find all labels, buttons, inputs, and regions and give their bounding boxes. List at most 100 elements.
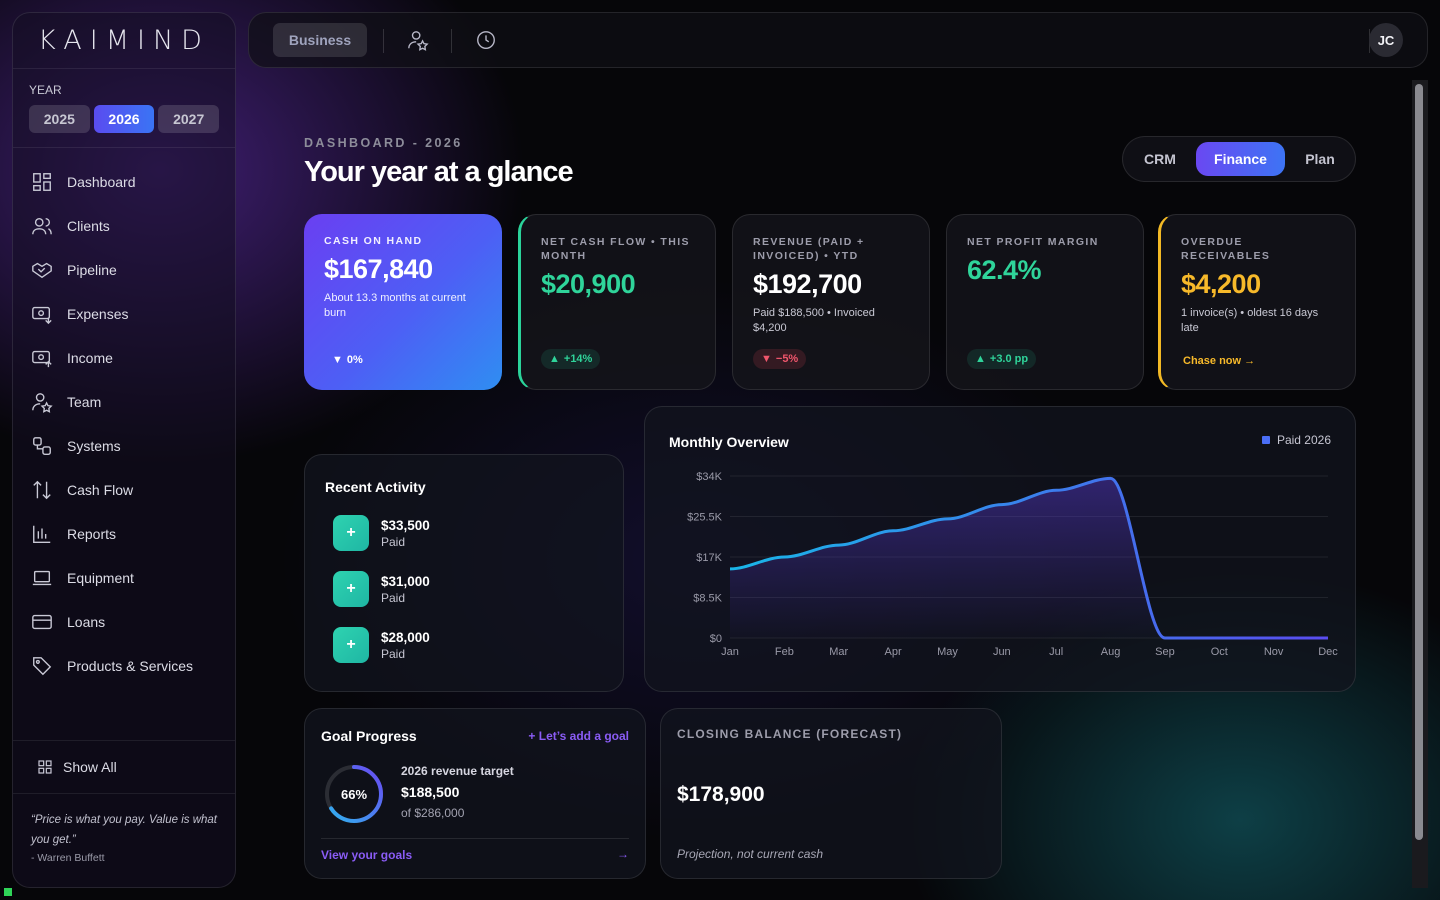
sidebar-item-pipeline[interactable]: Pipeline — [13, 248, 235, 292]
tab-crm[interactable]: CRM — [1144, 151, 1176, 167]
series-area — [730, 478, 1328, 638]
activity-amount: $33,500 — [381, 517, 430, 533]
x-tick-label: Oct — [1211, 646, 1228, 658]
x-tick-label: Feb — [775, 646, 794, 658]
dashboard-icon — [33, 173, 51, 191]
sidebar-item-team[interactable]: Team — [13, 380, 235, 424]
sidebar-item-dashboard[interactable]: Dashboard — [13, 160, 235, 204]
income-icon — [32, 350, 52, 368]
goal-target-label: 2026 revenue target — [401, 764, 514, 778]
data-point-nov[interactable] — [1272, 636, 1276, 640]
team-star-button[interactable] — [407, 29, 429, 51]
business-button[interactable]: Business — [273, 23, 367, 57]
panel-title: Recent Activity — [325, 479, 426, 495]
legend-swatch — [1261, 436, 1270, 444]
year-button-2027[interactable]: 2027 — [158, 105, 220, 133]
sidebar-item-expenses[interactable]: Expenses — [13, 292, 235, 336]
sidebar-item-label: Clients — [67, 218, 110, 234]
data-point-mar[interactable] — [837, 543, 841, 547]
data-point-sep[interactable] — [1163, 636, 1167, 640]
activity-amount: $31,000 — [381, 573, 430, 589]
reports-icon — [33, 525, 51, 543]
sidebar-item-reports[interactable]: Reports — [13, 512, 235, 556]
up-arrow-icon: ▲ — [975, 353, 986, 365]
y-tick-label: $25.5K — [687, 512, 723, 524]
sidebar: KAIMIND YEAR 2025 2026 2027 Dashboard Cl… — [12, 12, 236, 888]
grid-icon — [38, 760, 52, 774]
delta-value: +14% — [563, 353, 593, 365]
add-goal-link[interactable]: + Let’s add a goal — [528, 729, 629, 743]
activity-amount: $28,000 — [381, 629, 430, 645]
sidebar-item-products-services[interactable]: Products & Services — [13, 644, 235, 688]
sidebar-item-loans[interactable]: Loans — [13, 600, 235, 644]
sidebar-item-label: Products & Services — [67, 658, 194, 674]
show-all-label: Show All — [63, 759, 117, 775]
recent-activity-panel: Recent Activity + $33,500 Paid + $31,000 P… — [304, 454, 624, 692]
data-point-aug[interactable] — [1109, 476, 1113, 480]
kpi-value: $20,900 — [541, 269, 636, 299]
list-item[interactable]: + $33,500 Paid — [333, 515, 430, 551]
quote: “Price is what you pay. Value is what yo… — [31, 810, 219, 864]
tab-finance[interactable]: Finance — [1196, 142, 1285, 176]
data-point-jul[interactable] — [1054, 488, 1058, 492]
legend-label: Paid 2026 — [1276, 433, 1331, 447]
monthly-overview-panel: Monthly Overview Paid 2026 $0 $8.5K $17K $2… — [644, 406, 1356, 692]
sidebar-item-label: Pipeline — [67, 262, 117, 278]
kpi-revenue[interactable]: REVENUE (PAID + INVOICED) • YTD $192,700… — [732, 214, 930, 390]
x-tick-label: Mar — [829, 646, 848, 658]
view-goals-link[interactable]: View your goals — [321, 848, 413, 862]
sidebar-item-cash-flow[interactable]: Cash Flow — [13, 468, 235, 512]
main-scrollbar[interactable] — [1412, 80, 1428, 888]
kpi-sub: 1 invoice(s) • oldest 16 days late — [1181, 307, 1319, 334]
kpi-label: CASH ON HAND — [324, 235, 423, 247]
list-item[interactable]: + $28,000 Paid — [333, 627, 430, 663]
closing-balance-panel: CLOSING BALANCE (FORECAST) $178,900 Proj… — [660, 708, 1002, 879]
sidebar-item-clients[interactable]: Clients — [13, 204, 235, 248]
chase-now-link[interactable]: Chase now → — [1183, 355, 1256, 367]
data-point-jan[interactable] — [728, 567, 732, 571]
kpi-net-profit-margin[interactable]: NET PROFIT MARGIN 62.4% ▲ +3.0 pp — [946, 214, 1144, 390]
team-icon — [32, 393, 53, 413]
top-bar: Business JC — [248, 12, 1428, 68]
plus-icon: + — [333, 515, 369, 551]
sidebar-item-income[interactable]: Income — [13, 336, 235, 380]
arrow-right-icon[interactable]: → — [617, 847, 629, 861]
x-tick-label: Aug — [1101, 646, 1121, 658]
show-all-button[interactable]: Show All — [13, 740, 235, 794]
kpi-cash-on-hand[interactable]: CASH ON HAND $167,840 About 13.3 months … — [304, 214, 502, 390]
data-point-jun[interactable] — [1000, 503, 1004, 507]
list-item[interactable]: + $31,000 Paid — [333, 571, 430, 607]
goal-progress-panel: Goal Progress + Let’s add a goal 66% 202… — [304, 708, 646, 879]
data-point-may[interactable] — [945, 517, 949, 521]
x-tick-label: Jul — [1049, 646, 1063, 658]
avatar[interactable]: JC — [1369, 23, 1403, 57]
activity-status: Paid — [381, 534, 406, 549]
data-point-apr[interactable] — [891, 529, 895, 533]
down-arrow-icon: ▼ — [332, 354, 343, 366]
kpi-label: NET PROFIT MARGIN — [967, 236, 1099, 248]
y-tick-label: $8.5K — [693, 593, 722, 605]
view-switcher: CRM Finance Plan — [1122, 136, 1356, 182]
card-icon — [32, 614, 52, 630]
history-button[interactable] — [475, 29, 497, 51]
kpi-net-cash-flow[interactable]: NET CASH FLOW • THIS MONTH $20,900 ▲ +14% — [518, 214, 716, 390]
kpi-value: $192,700 — [753, 269, 862, 299]
data-point-feb[interactable] — [782, 555, 786, 559]
delta-badge: ▲ +3.0 pp — [967, 349, 1037, 369]
delta-value: 0% — [346, 354, 363, 366]
year-button-2026[interactable]: 2026 — [93, 105, 155, 133]
x-tick-label: Jan — [721, 646, 739, 658]
sidebar-item-systems[interactable]: Systems — [13, 424, 235, 468]
delta-badge: ▼ 0% — [324, 350, 371, 370]
status-indicator — [4, 888, 12, 896]
sidebar-item-equipment[interactable]: Equipment — [13, 556, 235, 600]
tab-plan[interactable]: Plan — [1305, 151, 1335, 167]
data-point-dec[interactable] — [1326, 636, 1330, 640]
year-button-2025[interactable]: 2025 — [29, 105, 90, 133]
data-point-oct[interactable] — [1217, 636, 1221, 640]
panel-title: Goal Progress — [321, 728, 417, 744]
kpi-overdue-receivables[interactable]: OVERDUE RECEIVABLES $4,200 1 invoice(s) … — [1158, 214, 1356, 390]
app-logo[interactable]: KAIMIND — [13, 13, 235, 69]
scrollbar-thumb[interactable] — [1415, 84, 1423, 840]
divider — [383, 29, 384, 53]
